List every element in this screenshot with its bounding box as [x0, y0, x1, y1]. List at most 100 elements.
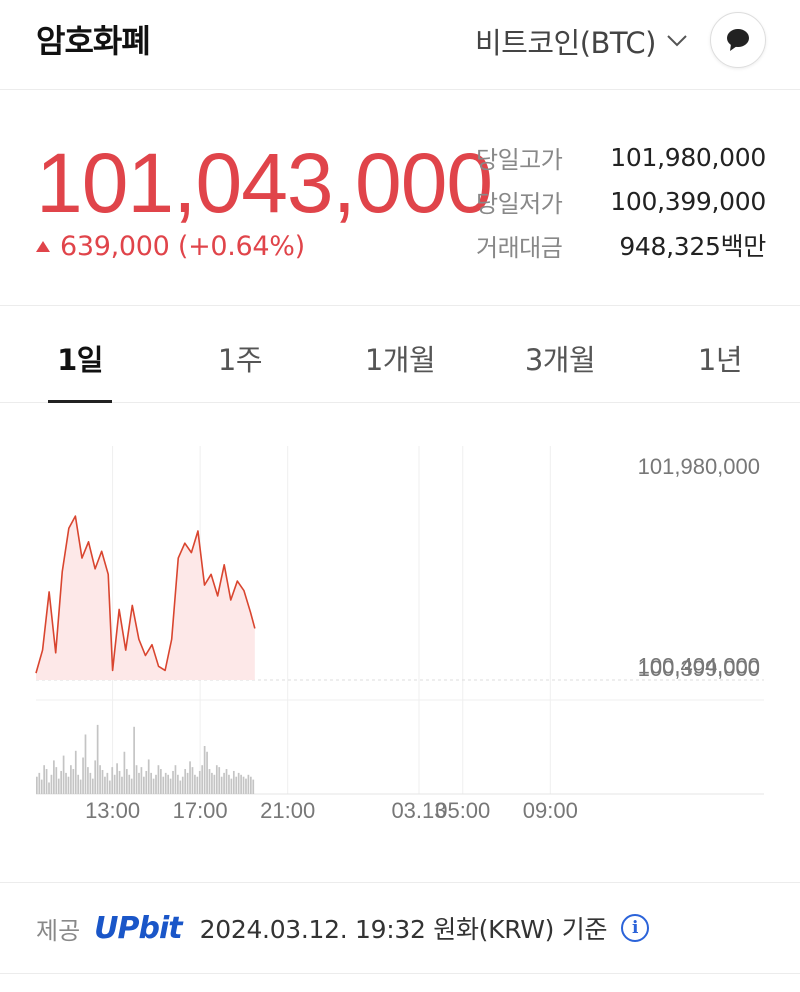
volume-bar — [232, 770, 235, 794]
volume-bar — [104, 776, 106, 794]
volume-bar — [181, 776, 184, 794]
volume-bar — [223, 772, 225, 794]
volume-bar — [155, 774, 157, 794]
volume-bar — [218, 767, 221, 794]
volume-bar — [111, 767, 114, 794]
volume-bar — [77, 774, 80, 794]
upbit-logo: UPbit — [94, 910, 182, 946]
volume-bar — [235, 776, 238, 794]
volume-bar — [213, 774, 216, 794]
volume-bar — [60, 770, 63, 794]
volume-bar — [169, 778, 172, 794]
volume-bar — [162, 776, 165, 794]
volume-bar — [152, 778, 155, 794]
volume-bar — [184, 769, 187, 794]
volume-bar — [240, 774, 242, 794]
volume-bar — [70, 765, 72, 794]
volume-bar — [130, 778, 133, 794]
volume-bar — [177, 774, 179, 794]
period-tabs: 1일 1주 1개월 3개월 1년 — [0, 307, 800, 403]
volume-bar — [53, 760, 55, 794]
chat-bubble-icon — [727, 29, 749, 51]
header: 암호화폐 비트코인(BTC) — [0, 0, 800, 90]
volume-bar — [208, 769, 211, 794]
volume-bar — [121, 776, 123, 794]
stat-label: 거래대금 — [476, 233, 563, 262]
stat-value: 101,980,000 — [610, 142, 766, 172]
price-change-value: 639,000 (+0.64%) — [60, 231, 305, 262]
volume-bar — [91, 778, 94, 794]
timestamp: 2024.03.12. 19:32 원화(KRW) 기준 — [199, 915, 608, 944]
volume-bar — [55, 767, 58, 794]
volume-bar — [150, 772, 152, 794]
price-summary: 101,043,000 639,000 (+0.64%) 당일고가 101,98… — [0, 91, 800, 306]
volume-bar — [82, 757, 84, 794]
volume-bar — [84, 734, 87, 794]
volume-bar — [96, 724, 99, 794]
volume-bar — [237, 772, 240, 794]
x-axis-label: 17:00 — [173, 798, 228, 823]
stat-label: 당일고가 — [476, 145, 563, 174]
volume-bar — [99, 765, 101, 794]
volume-bar — [206, 751, 208, 794]
volume-bar — [57, 778, 60, 794]
page-title: 암호화폐 — [36, 22, 151, 60]
coin-selector[interactable]: 비트코인(BTC) — [475, 20, 688, 62]
tab-1y[interactable]: 1년 — [697, 343, 743, 377]
volume-bar — [40, 779, 43, 794]
volume-bar — [201, 765, 204, 794]
volume-bar — [118, 770, 121, 794]
volume-bar — [67, 776, 70, 794]
y-axis-label: 100,399,000 — [638, 656, 760, 681]
volume-bar — [174, 765, 177, 794]
stat-row-low: 당일저가 100,399,000 — [476, 179, 766, 223]
volume-bar — [106, 772, 109, 794]
current-price: 101,043,000 — [36, 136, 493, 230]
tab-1d[interactable]: 1일 — [0, 307, 160, 402]
volume-bar — [125, 769, 128, 794]
volume-bar — [203, 746, 206, 794]
volume-bar — [142, 776, 145, 794]
volume-bar — [194, 774, 196, 794]
price-change: 639,000 (+0.64%) — [36, 231, 305, 262]
stat-value: 948,325백만 — [619, 232, 766, 261]
volume-bar — [157, 765, 160, 794]
tab-1w[interactable]: 1주 — [217, 343, 263, 377]
chat-button[interactable] — [710, 12, 766, 68]
y-axis-label: 100,404,000 — [638, 653, 760, 678]
volume-bar — [45, 769, 48, 794]
x-axis-label: 21:00 — [260, 798, 315, 823]
volume-bar — [249, 776, 252, 794]
volume-bar — [62, 755, 65, 794]
tab-3m[interactable]: 3개월 — [524, 343, 596, 377]
x-axis-label: 03.13 — [391, 798, 446, 823]
price-chart[interactable]: 101,980,000 100,404,000 100,399,000 13:00 17… — [0, 404, 800, 844]
volume-bar — [65, 772, 67, 794]
volume-bar — [79, 779, 82, 794]
volume-bar — [220, 776, 223, 794]
volume-bar — [164, 772, 167, 794]
tab-1m[interactable]: 1개월 — [364, 343, 436, 377]
info-icon[interactable]: i — [621, 914, 650, 942]
coin-selector-label: 비트코인(BTC) — [474, 26, 657, 60]
volume-bar — [225, 769, 228, 794]
volume-bar — [189, 761, 191, 794]
volume-bar — [36, 776, 38, 794]
volume-bar — [186, 772, 189, 794]
volume-bar — [140, 767, 143, 794]
volume-bar — [87, 767, 89, 794]
volume-bar — [123, 751, 126, 794]
volume-bar — [89, 772, 92, 794]
volume-bar — [38, 772, 41, 794]
volume-bar — [196, 776, 199, 794]
volume-bar — [113, 774, 116, 794]
volume-bar — [48, 782, 50, 794]
volume-bar — [128, 774, 131, 794]
volume-bar — [43, 765, 45, 794]
volume-bar — [94, 760, 97, 794]
x-axis-label: 13:00 — [85, 798, 140, 823]
stat-label: 당일저가 — [476, 189, 563, 218]
footer: 제공 UPbit 2024.03.12. 19:32 원화(KRW) 기준 i — [0, 882, 800, 974]
volume-bar — [72, 769, 75, 794]
volume-bar — [245, 778, 247, 794]
